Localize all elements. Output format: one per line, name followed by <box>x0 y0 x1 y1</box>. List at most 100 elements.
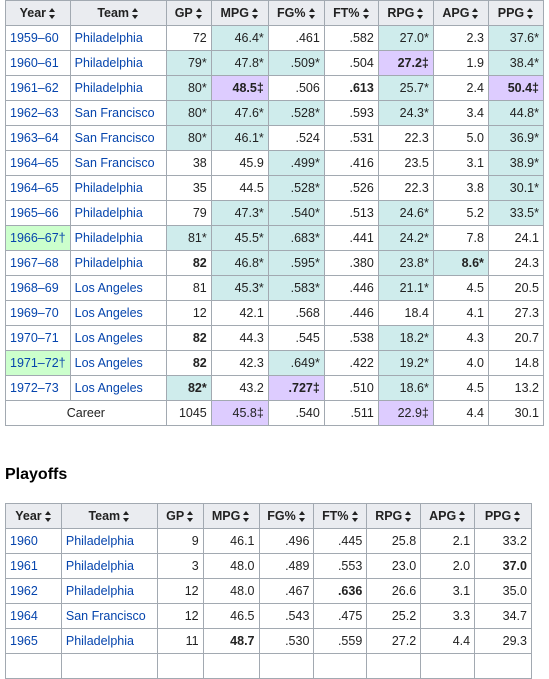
sort-ppg-header[interactable]: PPG <box>474 503 532 529</box>
team-link[interactable]: Philadelphia <box>74 231 143 245</box>
year-link[interactable]: 1960–61 <box>10 56 59 70</box>
year-cell[interactable]: 1969–70 <box>5 300 71 326</box>
year-link[interactable]: 1962–63 <box>10 106 59 120</box>
team-link[interactable]: Philadelphia <box>74 256 143 270</box>
sort-gp-header[interactable]: GP <box>165 0 212 26</box>
team-cell[interactable]: Los Angeles <box>69 375 167 401</box>
year-link[interactable]: 1960 <box>10 534 38 548</box>
team-cell[interactable]: Philadelphia <box>60 578 158 604</box>
year-link[interactable]: 1964 <box>10 609 38 623</box>
team-cell[interactable]: San Francisco <box>69 100 167 126</box>
year-cell[interactable]: 1965–66 <box>5 200 71 226</box>
team-link[interactable]: Philadelphia <box>65 559 134 573</box>
year-link[interactable]: 1967–68 <box>10 256 59 270</box>
team-link[interactable]: San Francisco <box>74 131 155 145</box>
sort-mpg-header[interactable]: MPG <box>210 0 269 26</box>
year-link[interactable]: 1968–69 <box>10 281 59 295</box>
team-cell[interactable]: Philadelphia <box>60 553 158 579</box>
year-link[interactable]: 1970–71 <box>10 331 59 345</box>
sort-rpg-header[interactable]: RPG <box>366 503 422 529</box>
year-link[interactable]: 1966–67† <box>10 231 66 245</box>
team-cell[interactable]: Philadelphia <box>60 628 158 654</box>
sort-gp-header[interactable]: GP <box>156 503 204 529</box>
year-link[interactable]: 1963–64 <box>10 131 59 145</box>
year-cell[interactable]: 1961–62 <box>5 75 71 101</box>
year-cell[interactable]: 1971–72† <box>5 350 71 376</box>
team-link[interactable]: San Francisco <box>74 106 155 120</box>
year-cell[interactable]: 1962–63 <box>5 100 71 126</box>
team-link[interactable]: San Francisco <box>65 609 146 623</box>
team-link[interactable]: Philadelphia <box>74 181 143 195</box>
year-cell[interactable]: 1968–69 <box>5 275 71 301</box>
team-cell[interactable]: Los Angeles <box>69 275 167 301</box>
year-link[interactable]: 1965–66 <box>10 206 59 220</box>
team-link[interactable]: Philadelphia <box>74 206 143 220</box>
year-cell[interactable]: 1965 <box>5 628 62 654</box>
team-cell[interactable]: Philadelphia <box>69 175 167 201</box>
year-cell[interactable]: 1961 <box>5 553 62 579</box>
team-cell[interactable]: San Francisco <box>69 125 167 151</box>
year-link[interactable]: 1959–60 <box>10 31 59 45</box>
team-link[interactable]: Los Angeles <box>74 381 143 395</box>
sort-ft-header[interactable]: FT% <box>313 503 368 529</box>
year-link[interactable]: 1964–65 <box>10 156 59 170</box>
team-cell[interactable]: Philadelphia <box>69 200 167 226</box>
sort-rpg-header[interactable]: RPG <box>377 0 434 26</box>
team-link[interactable]: Philadelphia <box>65 534 134 548</box>
team-link[interactable]: Philadelphia <box>74 56 143 70</box>
team-cell[interactable]: Philadelphia <box>69 250 167 276</box>
team-cell[interactable]: Philadelphia <box>69 50 167 76</box>
team-cell[interactable]: Los Angeles <box>69 350 167 376</box>
sort-fg-header[interactable]: FG% <box>267 0 325 26</box>
team-cell[interactable]: Philadelphia <box>69 75 167 101</box>
year-cell[interactable]: 1964–65 <box>5 175 71 201</box>
team-link[interactable]: Philadelphia <box>74 31 143 45</box>
team-link[interactable]: Philadelphia <box>65 634 134 648</box>
sort-year-header[interactable]: Year <box>5 503 62 529</box>
year-link[interactable]: 1961 <box>10 559 38 573</box>
year-link[interactable]: 1962 <box>10 584 38 598</box>
team-link[interactable]: Los Angeles <box>74 306 143 320</box>
year-cell[interactable]: 1959–60 <box>5 25 71 51</box>
year-cell[interactable]: 1966–67† <box>5 225 71 251</box>
sort-apg-header[interactable]: APG <box>420 503 476 529</box>
year-cell[interactable]: 1962 <box>5 578 62 604</box>
year-cell[interactable]: 1970–71 <box>5 325 71 351</box>
sort-mpg-header[interactable]: MPG <box>202 503 260 529</box>
year-cell[interactable]: 1972–73 <box>5 375 71 401</box>
year-link[interactable]: 1972–73 <box>10 381 59 395</box>
team-cell[interactable]: Philadelphia <box>69 25 167 51</box>
year-link[interactable]: 1969–70 <box>10 306 59 320</box>
team-link[interactable]: Los Angeles <box>74 331 143 345</box>
fg-cell: .540* <box>267 200 325 226</box>
team-cell[interactable]: Los Angeles <box>69 325 167 351</box>
year-cell[interactable]: 1963–64 <box>5 125 71 151</box>
sort-year-header[interactable]: Year <box>5 0 71 26</box>
year-cell[interactable]: 1960–61 <box>5 50 71 76</box>
team-link[interactable]: Los Angeles <box>74 356 143 370</box>
sort-apg-header[interactable]: APG <box>432 0 489 26</box>
year-cell[interactable]: 1960 <box>5 528 62 554</box>
sort-ppg-header[interactable]: PPG <box>487 0 545 26</box>
year-link[interactable]: 1964–65 <box>10 181 59 195</box>
team-link[interactable]: Philadelphia <box>65 584 134 598</box>
team-cell[interactable]: San Francisco <box>69 150 167 176</box>
team-cell[interactable]: San Francisco <box>60 603 158 629</box>
ppg-cell: 34.7 <box>474 603 532 629</box>
team-link[interactable]: Philadelphia <box>74 81 143 95</box>
team-link[interactable]: San Francisco <box>74 156 155 170</box>
year-cell[interactable]: 1964–65 <box>5 150 71 176</box>
year-link[interactable]: 1965 <box>10 634 38 648</box>
year-link[interactable]: 1971–72† <box>10 356 66 370</box>
team-cell[interactable]: Los Angeles <box>69 300 167 326</box>
year-cell[interactable]: 1964 <box>5 603 62 629</box>
team-link[interactable]: Los Angeles <box>74 281 143 295</box>
team-cell[interactable]: Philadelphia <box>60 528 158 554</box>
year-cell[interactable]: 1967–68 <box>5 250 71 276</box>
sort-team-header[interactable]: Team <box>60 503 158 529</box>
team-cell[interactable]: Philadelphia <box>69 225 167 251</box>
sort-fg-header[interactable]: FG% <box>258 503 315 529</box>
sort-ft-header[interactable]: FT% <box>323 0 379 26</box>
year-link[interactable]: 1961–62 <box>10 81 59 95</box>
sort-team-header[interactable]: Team <box>69 0 167 26</box>
